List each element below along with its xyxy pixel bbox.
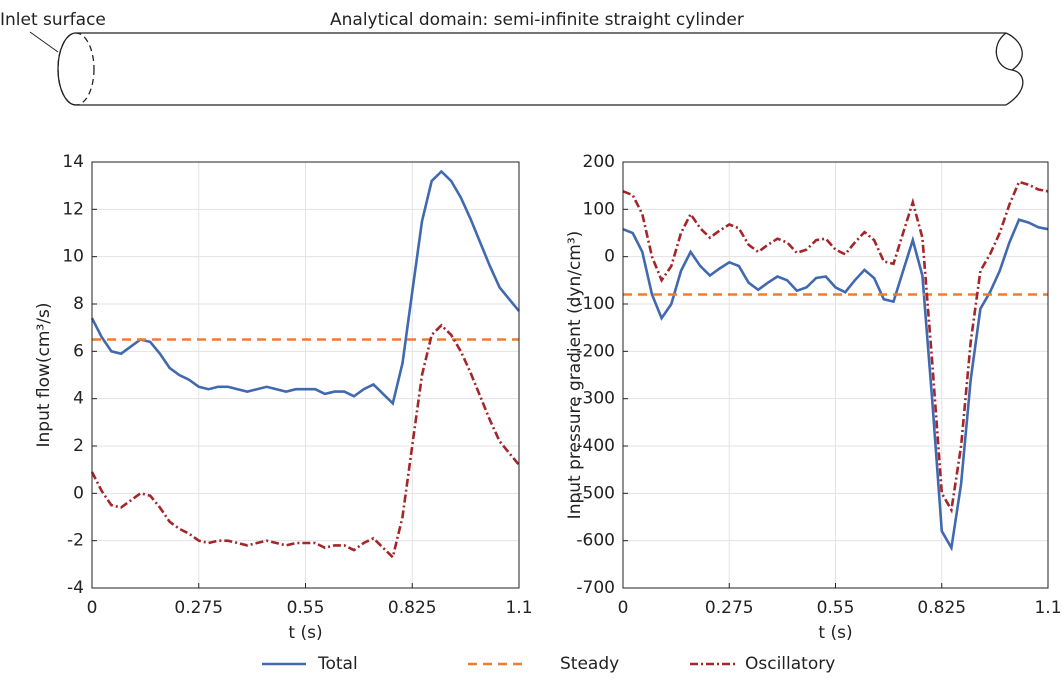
y-tick-label: -100 [576, 294, 615, 314]
x-tick-label: 0.275 [174, 598, 223, 618]
y-tick-label: 8 [73, 294, 84, 314]
x-tick-label: 0.825 [917, 598, 966, 618]
y-tick-label: -400 [576, 436, 615, 456]
plot-frame [622, 161, 1049, 589]
x-axis-label: t (s) [818, 623, 852, 643]
y-tick-label: -200 [576, 341, 615, 361]
y-tick-label: 0 [604, 247, 615, 267]
y-tick-label: 4 [73, 389, 84, 409]
x-tick-label: 0.825 [388, 598, 437, 618]
cylinder-cut-back [1005, 32, 1023, 71]
y-tick-label: 14 [62, 152, 84, 172]
inlet-label: Inlet surface [0, 10, 106, 30]
series-line [90, 323, 521, 560]
legend-label: Total [317, 654, 358, 674]
y-tick-label: -700 [576, 578, 615, 598]
y-tick-label: -4 [67, 578, 84, 598]
legend-label: Oscillatory [745, 654, 835, 674]
x-tick-label: 0 [87, 598, 98, 618]
y-tick-label: 6 [73, 341, 84, 361]
x-tick-label: 0.55 [817, 598, 855, 618]
y-axis-label: Input pressure gradient (dyn/cm³) [565, 231, 585, 520]
legend-label: Steady [560, 654, 619, 674]
y-tick-label: 10 [62, 247, 84, 267]
y-tick-label: 200 [583, 152, 615, 172]
y-tick-label: -2 [67, 531, 84, 551]
x-tick-label: 1.1 [1034, 598, 1061, 618]
x-tick-label: 0 [618, 598, 629, 618]
x-axis-label: t (s) [288, 623, 322, 643]
domain-label: Analytical domain: semi-infinite straigh… [330, 10, 744, 30]
inlet-edge [57, 32, 77, 106]
y-tick-label: 12 [62, 199, 84, 219]
cylinder [57, 32, 1024, 106]
y-axis-label: Input flow(cm³/s) [34, 302, 54, 447]
y-tick-label: 2 [73, 436, 84, 456]
series-line [90, 169, 521, 406]
x-tick-label: 0.275 [705, 598, 754, 618]
y-tick-label: -600 [576, 531, 615, 551]
plot-frame [91, 161, 520, 589]
series-line [622, 180, 1049, 514]
series-line [622, 218, 1049, 552]
x-tick-label: 1.1 [505, 598, 532, 618]
y-tick-label: -300 [576, 389, 615, 409]
y-tick-label: -500 [576, 483, 615, 503]
inlet-pointer [29, 31, 59, 53]
legend: Total Steady Oscillatory [317, 654, 835, 674]
y-tick-label: 0 [73, 483, 84, 503]
x-tick-label: 0.55 [287, 598, 325, 618]
y-tick-label: 100 [583, 199, 615, 219]
